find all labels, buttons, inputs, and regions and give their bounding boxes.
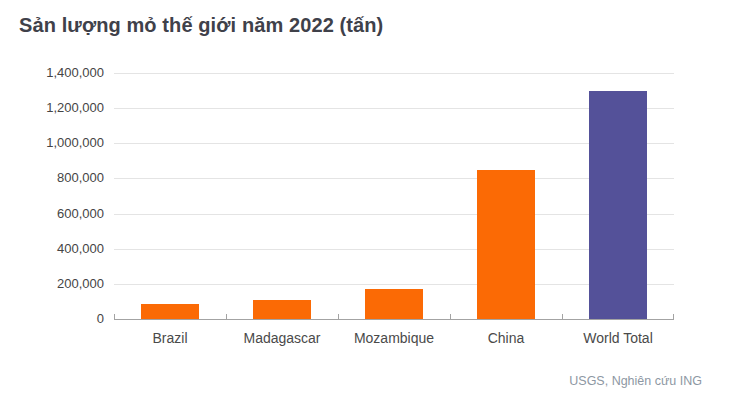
bar-slot — [338, 73, 450, 319]
y-tick-label: 600,000 — [0, 206, 104, 222]
bar-slot — [226, 73, 338, 319]
y-tick-label: 200,000 — [0, 276, 104, 292]
bar-china — [477, 170, 535, 319]
y-tick-label: 1,000,000 — [0, 135, 104, 151]
x-axis-tick — [338, 314, 339, 319]
x-tick-label: Brazil — [114, 330, 226, 346]
bar-series — [114, 73, 674, 319]
plot-area — [114, 73, 674, 319]
bar-madagascar — [253, 300, 311, 319]
x-tick-label: World Total — [562, 330, 674, 346]
source-note: USGS, Nghiên cứu ING — [569, 374, 702, 388]
x-axis-tick — [114, 314, 115, 319]
x-tick-label: Madagascar — [226, 330, 338, 346]
x-axis-line — [114, 319, 674, 320]
y-tick-label: 400,000 — [0, 241, 104, 257]
y-tick-label: 1,200,000 — [0, 100, 104, 116]
chart-canvas: Sản lượng mỏ thế giới năm 2022 (tấn) 0 20… — [0, 0, 730, 405]
y-tick-label: 0 — [0, 311, 104, 327]
x-tick-label: Mozambique — [338, 330, 450, 346]
bar-world-total — [589, 91, 647, 319]
y-tick-label: 1,400,000 — [0, 65, 104, 81]
x-axis-tick — [673, 314, 674, 319]
bar-slot — [114, 73, 226, 319]
bar-brazil — [141, 304, 199, 319]
bar-slot — [450, 73, 562, 319]
x-axis-tick — [226, 314, 227, 319]
x-axis-tick — [562, 314, 563, 319]
bar-slot — [562, 73, 674, 319]
bar-mozambique — [365, 289, 423, 319]
y-tick-label: 800,000 — [0, 170, 104, 186]
x-tick-label: China — [450, 330, 562, 346]
x-axis-labels: BrazilMadagascarMozambiqueChinaWorld Tot… — [114, 330, 674, 346]
chart-title: Sản lượng mỏ thế giới năm 2022 (tấn) — [19, 14, 383, 37]
y-axis-labels: 0200,000400,000600,000800,0001,000,0001,… — [0, 73, 104, 319]
x-axis-tick — [450, 314, 451, 319]
